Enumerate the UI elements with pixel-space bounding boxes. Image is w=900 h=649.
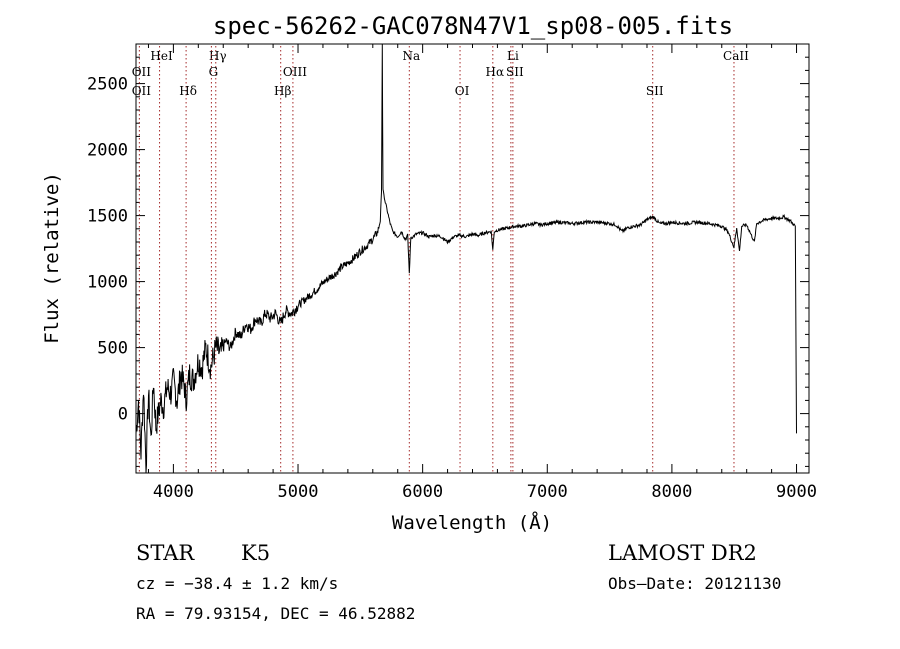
line-label: SII bbox=[646, 84, 664, 98]
x-tick-label: 9000 bbox=[776, 482, 817, 502]
line-label: Na bbox=[402, 49, 420, 63]
line-label: HeI bbox=[150, 49, 173, 63]
line-label: Hβ bbox=[274, 84, 291, 98]
line-label: Hδ bbox=[179, 84, 197, 98]
observation-date: Obs–Date: 20121130 bbox=[608, 574, 781, 593]
line-label: OIII bbox=[283, 65, 307, 79]
x-tick-label: 4000 bbox=[153, 482, 194, 502]
line-label: OII bbox=[132, 65, 152, 79]
line-label: SII bbox=[506, 65, 524, 79]
survey-name: LAMOST DR2 bbox=[608, 541, 757, 565]
x-tick-label: 5000 bbox=[278, 482, 319, 502]
y-tick-label: 2500 bbox=[87, 75, 128, 95]
spectrum-line bbox=[135, 43, 797, 474]
x-tick-label: 8000 bbox=[651, 482, 692, 502]
x-tick-label: 7000 bbox=[527, 482, 568, 502]
plot-frame bbox=[135, 43, 810, 474]
x-axis-label: Wavelength (Å) bbox=[392, 511, 552, 534]
y-tick-label: 1000 bbox=[87, 273, 128, 293]
y-tick-label: 500 bbox=[97, 339, 128, 359]
y-tick-label: 1500 bbox=[87, 207, 128, 227]
coordinates: RA = 79.93154, DEC = 46.52882 bbox=[136, 604, 415, 623]
line-label: OI bbox=[455, 84, 470, 98]
x-tick-label: 6000 bbox=[402, 482, 443, 502]
plot-axes: 4000 5000 6000 7000 8000 9000 0 500 1000 1500 2000… bbox=[87, 43, 817, 502]
line-label: G bbox=[209, 65, 219, 79]
line-label: CaII bbox=[723, 49, 749, 63]
object-subclass: K5 bbox=[241, 541, 270, 565]
chart-title: spec-56262-GAC078N47V1_sp08-005.fits bbox=[213, 12, 733, 40]
y-tick-label: 2000 bbox=[87, 141, 128, 161]
line-label: Hα bbox=[486, 65, 505, 79]
object-class: STAR bbox=[136, 541, 195, 565]
y-axis-label: Flux (relative) bbox=[41, 172, 63, 344]
line-label: OII bbox=[132, 84, 152, 98]
line-label: Hγ bbox=[209, 49, 227, 63]
redshift-velocity: cz = −38.4 ± 1.2 km/s bbox=[136, 574, 338, 593]
y-tick-label: 0 bbox=[118, 405, 128, 425]
line-label: Li bbox=[507, 49, 519, 63]
